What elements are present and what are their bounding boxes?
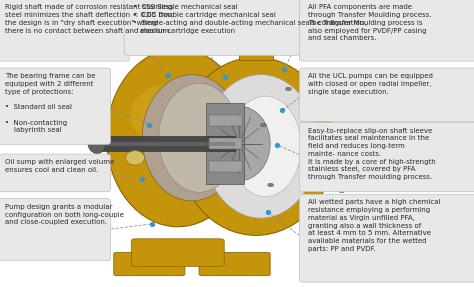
- Bar: [209, 115, 242, 126]
- Ellipse shape: [209, 106, 270, 181]
- FancyBboxPatch shape: [114, 253, 185, 276]
- Bar: [92, 142, 235, 146]
- Text: The bearing frame can be
equipped with 2 different
type of protections:

•  Stan: The bearing frame can be equipped with 2…: [5, 73, 95, 133]
- Text: Pump design grants a modular
configuration on both long-couple
and close-coupled: Pump design grants a modular configurati…: [5, 204, 124, 225]
- FancyBboxPatch shape: [0, 68, 110, 144]
- Ellipse shape: [88, 131, 107, 154]
- Ellipse shape: [159, 83, 239, 192]
- Ellipse shape: [126, 151, 145, 165]
- Ellipse shape: [322, 86, 328, 89]
- Bar: [92, 136, 235, 151]
- Bar: [209, 161, 242, 172]
- Text: •  CSS Single mechanical seal
•  CDC Double cartridge mechanical seal
•  Single-: • CSS Single mechanical seal • CDC Doubl…: [133, 4, 366, 34]
- Text: All wetted parts have a high chemical
resistance employing a performing
material: All wetted parts have a high chemical re…: [308, 199, 441, 252]
- Bar: [209, 138, 242, 149]
- Ellipse shape: [310, 208, 315, 211]
- Ellipse shape: [339, 189, 345, 193]
- Text: All PFA components are made
through Transfer Moulding process.
The Transfer Moul: All PFA components are made through Tran…: [308, 4, 432, 41]
- Ellipse shape: [204, 75, 318, 218]
- FancyBboxPatch shape: [300, 68, 474, 121]
- Ellipse shape: [142, 75, 242, 201]
- FancyBboxPatch shape: [199, 253, 270, 276]
- Bar: [206, 103, 244, 184]
- Ellipse shape: [230, 96, 301, 197]
- Ellipse shape: [107, 49, 249, 227]
- Ellipse shape: [130, 83, 216, 146]
- Ellipse shape: [347, 115, 353, 118]
- FancyBboxPatch shape: [0, 154, 110, 192]
- FancyBboxPatch shape: [300, 0, 474, 61]
- FancyBboxPatch shape: [131, 239, 224, 266]
- Ellipse shape: [268, 183, 273, 187]
- Text: All the UCL pumps can be equipped
with closed or open radial impeller,
single st: All the UCL pumps can be equipped with c…: [308, 73, 433, 95]
- Bar: [231, 22, 281, 29]
- FancyBboxPatch shape: [0, 199, 110, 261]
- Text: Oil sump with enlarged volume
ensures cool and clean oil.: Oil sump with enlarged volume ensures co…: [5, 159, 114, 173]
- FancyBboxPatch shape: [300, 194, 474, 282]
- Ellipse shape: [285, 87, 291, 91]
- Text: Rigid shaft made of corrosion resistant stainless
steel minimizes the shaft defl: Rigid shaft made of corrosion resistant …: [5, 4, 174, 34]
- FancyBboxPatch shape: [124, 0, 300, 55]
- Ellipse shape: [261, 123, 266, 127]
- FancyBboxPatch shape: [300, 123, 474, 192]
- Bar: [239, 20, 273, 60]
- Text: Easy-to-replace slip-on shaft sleeve
facilitates seal maintenance in the
field a: Easy-to-replace slip-on shaft sleeve fac…: [308, 128, 436, 180]
- Ellipse shape: [178, 57, 334, 235]
- FancyBboxPatch shape: [0, 0, 129, 61]
